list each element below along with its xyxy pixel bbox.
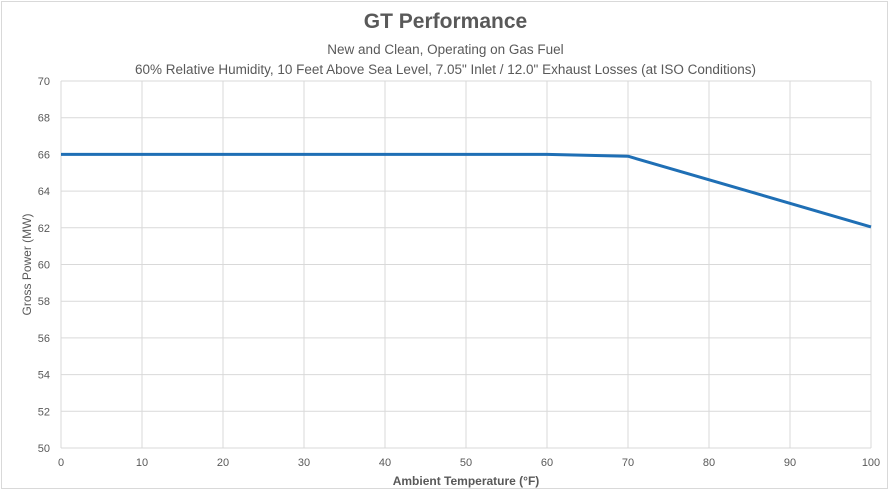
x-axis-label: Ambient Temperature (°F) (393, 474, 540, 488)
x-tick-label: 20 (217, 457, 229, 469)
y-axis-label: Gross Power (MW) (20, 213, 34, 315)
x-tick-label: 90 (784, 457, 796, 469)
y-tick-label: 70 (38, 76, 50, 88)
y-tick-label: 50 (38, 443, 50, 455)
y-tick-label: 62 (38, 223, 50, 235)
x-tick-label: 100 (862, 457, 880, 469)
y-tick-label: 56 (38, 333, 50, 345)
y-tick-label: 52 (38, 406, 50, 418)
y-tick-label: 64 (38, 186, 50, 198)
x-tick-label: 60 (541, 457, 553, 469)
y-tick-label: 66 (38, 149, 50, 161)
y-tick-label: 68 (38, 113, 50, 125)
chart-subtitle: New and Clean, Operating on Gas Fuel (327, 42, 564, 57)
x-tick-label: 30 (298, 457, 310, 469)
chart-subtitle-2: 60% Relative Humidity, 10 Feet Above Sea… (135, 62, 756, 77)
y-tick-label: 58 (38, 296, 50, 308)
series-line (61, 152, 872, 229)
y-tick-label: 54 (38, 370, 50, 382)
x-tick-label: 0 (58, 457, 64, 469)
x-tick-label: 80 (703, 457, 715, 469)
y-tick-label: 60 (38, 260, 50, 272)
chart-title: GT Performance (363, 10, 528, 33)
x-tick-label: 70 (622, 457, 634, 469)
x-tick-label: 40 (379, 457, 391, 469)
x-tick-label: 10 (136, 457, 148, 469)
x-tick-label: 50 (460, 457, 472, 469)
